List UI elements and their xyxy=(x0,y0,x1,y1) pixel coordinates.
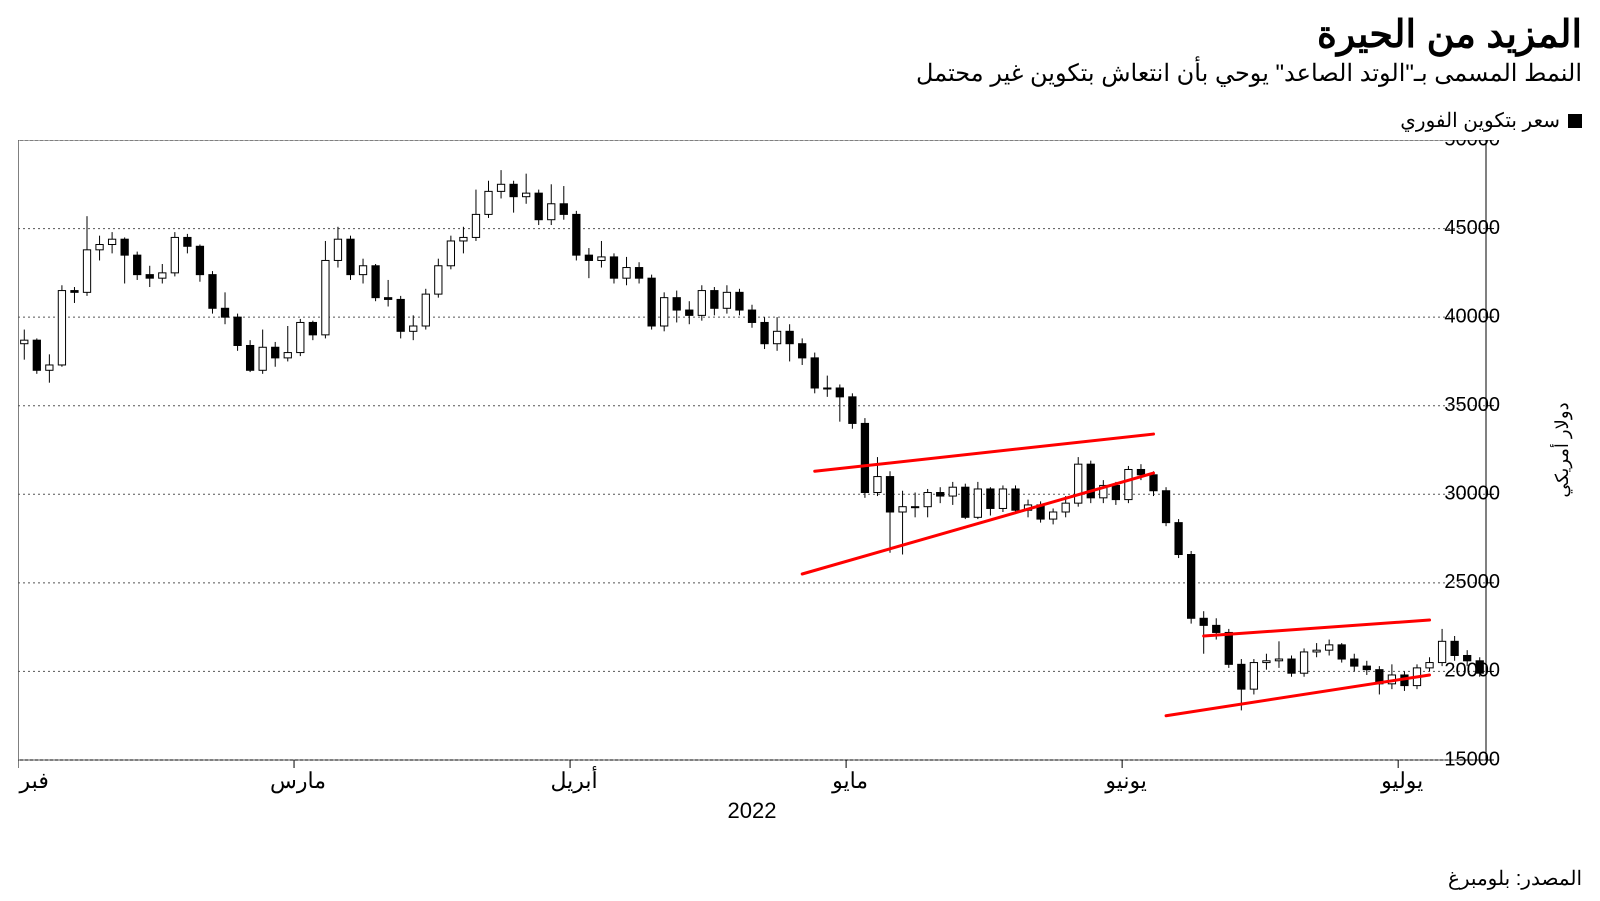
svg-text:مايو: مايو xyxy=(831,768,868,794)
svg-text:40000: 40000 xyxy=(1444,305,1500,327)
svg-text:يونيو: يونيو xyxy=(1104,768,1147,794)
legend-swatch xyxy=(1568,114,1582,128)
svg-text:2022: 2022 xyxy=(728,798,777,820)
chart-area: 15000 20000 25000 30000 35000 40000 45000 50000… xyxy=(18,140,1582,820)
svg-text:20000: 20000 xyxy=(1444,660,1500,682)
svg-text:25000: 25000 xyxy=(1444,571,1500,593)
chart-title: المزيد من الحيرة xyxy=(916,12,1582,57)
svg-text:يوليو: يوليو xyxy=(1380,768,1423,794)
svg-text:50000: 50000 xyxy=(1444,140,1500,150)
svg-text:45000: 45000 xyxy=(1444,217,1500,239)
legend: سعر بتكوين الفوري xyxy=(1400,108,1582,133)
svg-text:30000: 30000 xyxy=(1444,483,1500,505)
svg-text:فبراير: فبراير xyxy=(18,768,49,794)
svg-text:15000: 15000 xyxy=(1444,748,1500,770)
chart-subtitle: النمط المسمى بـ"الوتد الصاعد" يوحي بأن ا… xyxy=(916,59,1582,88)
svg-text:مارس: مارس xyxy=(270,768,326,794)
svg-text:أبريل: أبريل xyxy=(550,765,597,794)
source-label: المصدر: بلومبرغ xyxy=(1448,866,1582,891)
svg-text:دولار أمريكي: دولار أمريكي xyxy=(1550,402,1573,497)
svg-text:35000: 35000 xyxy=(1444,394,1500,416)
legend-label: سعر بتكوين الفوري xyxy=(1400,108,1560,133)
